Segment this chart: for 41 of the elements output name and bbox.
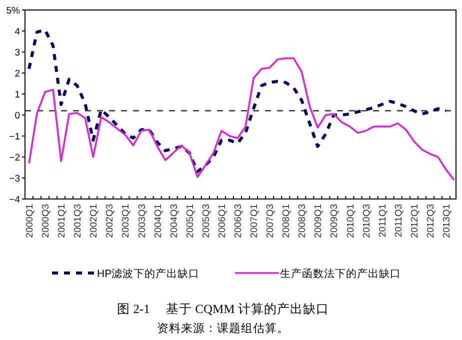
x-tick-label: 2010Q1: [345, 204, 356, 238]
x-tick-label: 2004Q1: [152, 204, 164, 238]
x-tick-label: 2011Q3: [393, 204, 404, 238]
legend-label: HP滤波下的产出缺口: [97, 267, 200, 280]
y-tick-label: 0: [14, 110, 20, 122]
x-tick-label: 2000Q1: [24, 204, 36, 238]
x-tick-label: 2011Q1: [377, 204, 388, 238]
y-tick-label: −4: [9, 194, 20, 206]
x-tick-label: 2008Q3: [297, 204, 308, 238]
text: 图 2-1 基于 CQMM 计算的产出缺口: [117, 302, 329, 316]
x-tick-label: 2012Q3: [425, 204, 436, 238]
y-tick-label: −2: [9, 152, 20, 164]
x-tick-label: 2006Q1: [216, 204, 228, 238]
x-tick-label: 2002Q3: [104, 204, 116, 238]
y-tick-label: −1: [9, 132, 20, 142]
y-tick-label: 4: [14, 26, 20, 38]
x-tick-label: 2008Q1: [281, 204, 292, 238]
x-tick-label: 2007Q3: [265, 204, 276, 238]
x-tick-label: 2009Q1: [313, 204, 324, 238]
legend-label: 生产函数法下的产出缺口: [280, 267, 401, 280]
y-tick-label: 3: [14, 48, 20, 58]
x-tick-label: 2004Q3: [168, 204, 180, 238]
x-tick-label: 2000Q3: [40, 204, 52, 238]
y-tick-label: 1: [14, 90, 20, 100]
x-tick-label: 2013Q1: [441, 204, 452, 238]
x-tick-label: 2001Q3: [72, 204, 84, 238]
x-tick-label: 2007Q1: [249, 204, 260, 238]
y-tick-label: 2: [14, 68, 20, 80]
x-tick-label: 2006Q3: [232, 204, 244, 238]
x-tick-label: 2003Q3: [136, 204, 148, 238]
x-tick-label: 2001Q1: [56, 204, 68, 238]
x-tick-label: 2005Q1: [184, 204, 196, 238]
x-tick-label: 2010Q3: [361, 204, 372, 238]
x-tick-label: 2009Q3: [329, 204, 340, 238]
y-tick-label: −3: [9, 174, 20, 184]
x-tick-label: 2005Q3: [200, 204, 212, 238]
x-tick-label: 2012Q1: [409, 204, 420, 238]
text: 资料来源：课题组估算。: [157, 322, 289, 335]
y-tick-label: 5%: [6, 6, 21, 16]
x-tick-label: 2003Q1: [120, 204, 132, 238]
x-tick-label: 2002Q1: [88, 204, 100, 238]
